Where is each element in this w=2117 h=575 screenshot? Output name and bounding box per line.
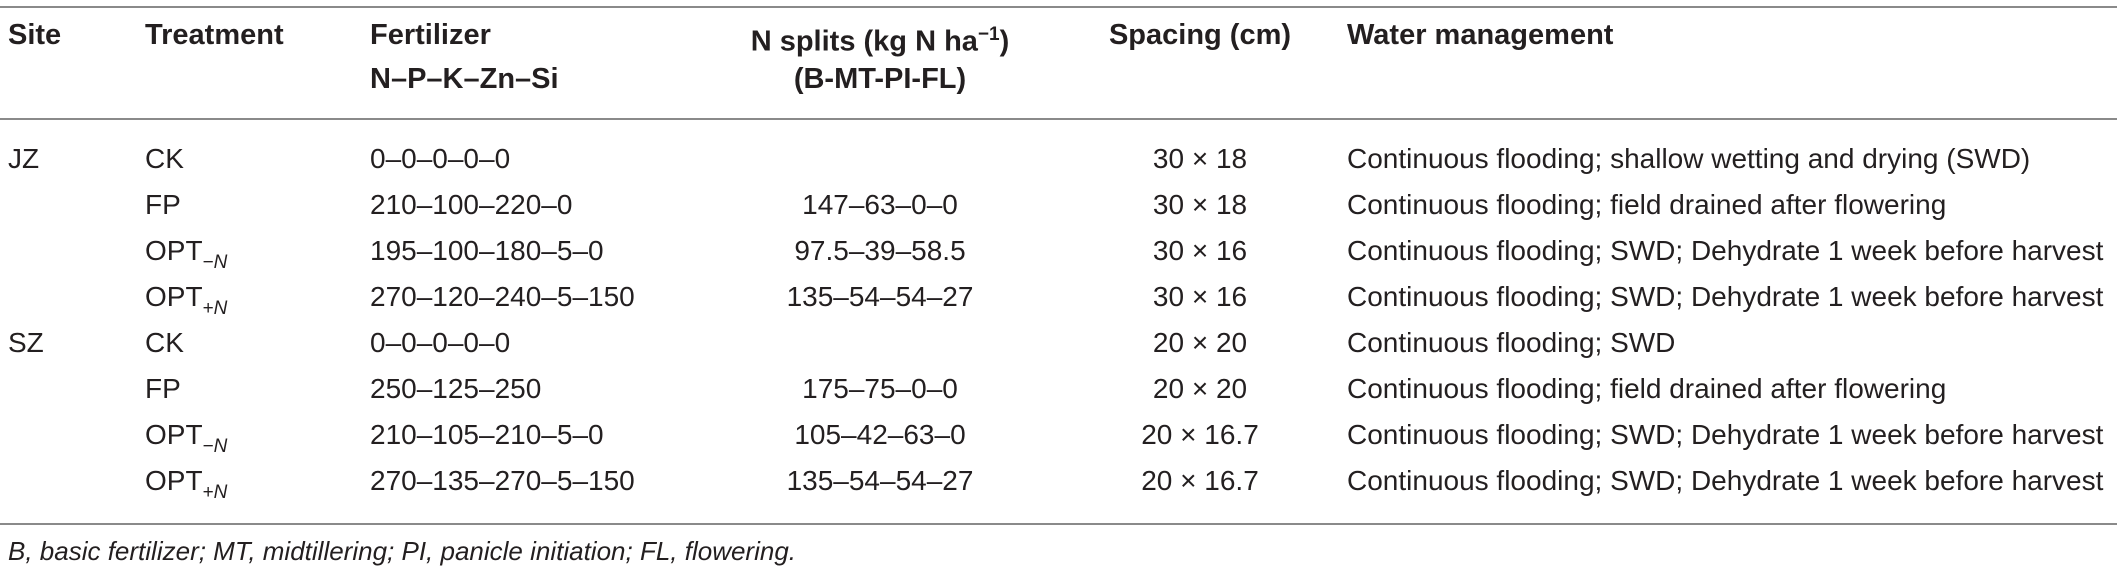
cell-treatment: FP bbox=[145, 373, 181, 404]
header-nsplits: N splits (kg N ha−1) bbox=[750, 24, 1010, 58]
top-rule bbox=[0, 6, 2117, 8]
cell-fertilizer: 270–120–240–5–150 bbox=[370, 281, 635, 312]
treatment-subscript: +N bbox=[202, 298, 228, 319]
cell-water: Continuous flooding; SWD; Dehydrate 1 we… bbox=[1347, 419, 2104, 450]
cell-water: Continuous flooding; SWD; Dehydrate 1 we… bbox=[1347, 465, 2104, 496]
cell-treatment: CK bbox=[145, 327, 184, 358]
cell-spacing: 20 × 16.7 bbox=[1141, 465, 1259, 496]
cell-site: JZ bbox=[8, 143, 40, 174]
treatment-subscript: −N bbox=[202, 436, 228, 457]
cell-water: Continuous flooding; SWD; Dehydrate 1 we… bbox=[1347, 281, 2104, 312]
cell-treatment: CK bbox=[145, 143, 184, 174]
cell-fertilizer: 270–135–270–5–150 bbox=[370, 465, 635, 496]
cell-spacing: 30 × 18 bbox=[1152, 143, 1248, 174]
cell-fertilizer: 0–0–0–0–0 bbox=[370, 327, 511, 358]
cell-spacing: 20 × 16.7 bbox=[1141, 419, 1259, 450]
header-water: Water management bbox=[1347, 19, 1614, 51]
cell-fertilizer: 195–100–180–5–0 bbox=[370, 235, 604, 266]
cell-nsplits: 97.5–39–58.5 bbox=[794, 235, 966, 266]
cell-spacing: 20 × 20 bbox=[1152, 327, 1248, 358]
cell-spacing: 30 × 18 bbox=[1152, 189, 1248, 220]
cell-nsplits: 135–54–54–27 bbox=[786, 281, 974, 312]
cell-nsplits: 105–42–63–0 bbox=[794, 419, 966, 450]
header-site: Site bbox=[8, 19, 62, 51]
cell-water: Continuous flooding; shallow wetting and… bbox=[1347, 143, 2031, 174]
cell-fertilizer: 210–105–210–5–0 bbox=[370, 419, 604, 450]
cell-spacing: 20 × 20 bbox=[1152, 373, 1248, 404]
header-spacing: Spacing (cm) bbox=[1108, 19, 1292, 51]
cell-fertilizer: 250–125–250 bbox=[370, 373, 542, 404]
header-rule bbox=[0, 118, 2117, 120]
cell-nsplits: 135–54–54–27 bbox=[786, 465, 974, 496]
cell-treatment: OPT−N bbox=[145, 419, 228, 457]
header-nsplits-sub: (B-MT-PI-FL) bbox=[793, 63, 967, 95]
cell-site: SZ bbox=[8, 327, 44, 358]
cell-fertilizer: 0–0–0–0–0 bbox=[370, 143, 511, 174]
cell-water: Continuous flooding; SWD bbox=[1347, 327, 1676, 358]
cell-treatment: FP bbox=[145, 189, 181, 220]
treatment-subscript: +N bbox=[202, 482, 228, 503]
cell-nsplits: 147–63–0–0 bbox=[802, 189, 958, 220]
cell-treatment: OPT+N bbox=[145, 281, 228, 319]
cell-water: Continuous flooding; field drained after… bbox=[1347, 189, 1947, 220]
cell-spacing: 30 × 16 bbox=[1152, 235, 1248, 266]
table-footnote: B, basic fertilizer; MT, midtillering; P… bbox=[8, 536, 797, 566]
cell-fertilizer: 210–100–220–0 bbox=[370, 189, 573, 220]
cell-treatment: OPT−N bbox=[145, 235, 228, 273]
bottom-rule bbox=[0, 523, 2117, 525]
cell-spacing: 30 × 16 bbox=[1152, 281, 1248, 312]
treatment-subscript: −N bbox=[202, 252, 228, 273]
cell-treatment: OPT+N bbox=[145, 465, 228, 503]
header-fertilizer-sub: N–P–K–Zn–Si bbox=[370, 63, 559, 95]
cell-nsplits: 175–75–0–0 bbox=[802, 373, 958, 404]
cell-water: Continuous flooding; SWD; Dehydrate 1 we… bbox=[1347, 235, 2104, 266]
header-treatment: Treatment bbox=[145, 19, 284, 51]
cell-water: Continuous flooding; field drained after… bbox=[1347, 373, 1947, 404]
header-fertilizer: Fertilizer bbox=[370, 19, 491, 51]
